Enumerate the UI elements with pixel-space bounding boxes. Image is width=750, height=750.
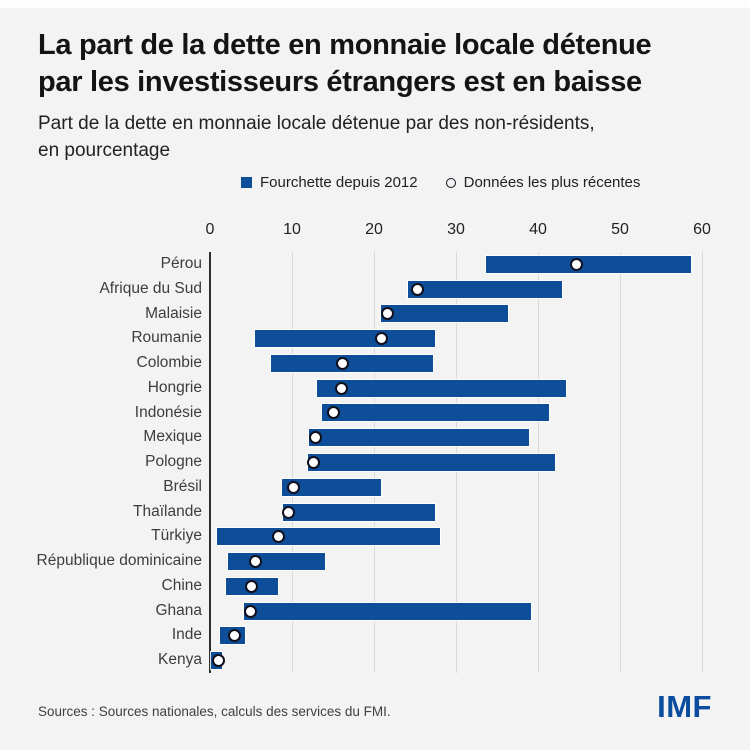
range-bar (227, 552, 326, 572)
title-line-1: La part de la dette en monnaie locale dé… (38, 29, 652, 61)
country-label: Afrique du Sud (99, 279, 202, 297)
range-bar (242, 601, 532, 621)
recent-value-marker (243, 604, 257, 618)
recent-value-marker (228, 629, 242, 643)
recent-value-marker (380, 307, 394, 321)
legend-item-recent: Données les plus récentes (445, 174, 641, 191)
top-strip (0, 0, 750, 8)
country-label: Pologne (145, 453, 202, 471)
range-bar (315, 378, 567, 398)
country-label: Kenya (158, 651, 202, 669)
legend-item-range: Fourchette depuis 2012 (241, 174, 418, 191)
x-axis: 0 10 20 30 40 50 60 (0, 221, 750, 241)
recent-value-marker (327, 406, 341, 420)
x-tick-label: 30 (447, 221, 465, 238)
x-tick-label: 0 (205, 221, 215, 238)
legend-range-label: Fourchette depuis 2012 (260, 174, 418, 191)
subtitle-line-1: Part de la dette en monnaie locale déten… (38, 113, 595, 134)
country-label: Hongrie (147, 378, 202, 396)
country-label: Mexique (143, 428, 202, 446)
recent-value-marker (282, 505, 296, 519)
range-bar (306, 453, 557, 472)
gridline (292, 252, 293, 673)
country-label: Thaïlande (133, 502, 202, 520)
recent-value-marker (272, 530, 286, 544)
country-label: Pérou (160, 255, 202, 272)
subtitle-line-2: en pourcentage (38, 140, 171, 161)
recent-value-marker (306, 456, 320, 469)
chart-subtitle: Part de la dette en monnaie locale déten… (38, 110, 595, 164)
country-label: Inde (171, 626, 202, 644)
range-bar (380, 304, 510, 324)
chart-legend: Fourchette depuis 2012 Données les plus … (241, 174, 640, 191)
recent-value-marker (287, 480, 301, 494)
country-label: Colombie (136, 354, 202, 372)
range-bar (485, 254, 692, 274)
recent-value-marker (309, 431, 323, 445)
page-title: La part de la dette en monnaie locale dé… (38, 27, 652, 101)
imf-logo: IMF (657, 689, 712, 724)
range-bar (281, 477, 383, 497)
country-label: Türkiye (151, 527, 202, 545)
gridline (702, 252, 703, 673)
country-label: Brésil (163, 477, 202, 495)
recent-value-marker (249, 555, 263, 569)
recent-value-marker (374, 332, 388, 346)
recent-value-marker (410, 282, 424, 296)
range-swatch-icon (241, 177, 252, 188)
range-bar (269, 353, 435, 373)
x-tick-label: 40 (529, 221, 547, 238)
title-line-2: par les investisseurs étrangers est en b… (38, 66, 642, 98)
y-axis-labels: Pérou Afrique du Sud Malaisie Roumanie Colom… (0, 252, 202, 673)
recent-value-marker (570, 257, 584, 271)
x-tick-label: 50 (611, 221, 629, 238)
range-bar (321, 403, 551, 423)
recent-value-marker (245, 579, 259, 593)
x-tick-label: 10 (283, 221, 301, 238)
range-bar (216, 527, 441, 547)
recent-value-marker (334, 381, 348, 395)
gridline (620, 252, 621, 673)
plot-area (209, 252, 703, 673)
recent-value-marker (211, 654, 225, 668)
range-bar (281, 502, 436, 522)
range-bar (254, 329, 437, 349)
y-axis-line (209, 252, 211, 673)
country-label: Roumanie (131, 329, 202, 347)
x-tick-label: 20 (365, 221, 383, 238)
sources-note: Sources : Sources nationales, calculs de… (38, 704, 391, 719)
range-bar (407, 279, 563, 299)
country-label: République dominicaine (36, 552, 202, 570)
country-label: Ghana (155, 601, 202, 619)
country-label: Indonésie (134, 403, 202, 421)
open-circle-icon (445, 177, 456, 188)
range-bar (308, 428, 530, 448)
country-label: Chine (161, 576, 203, 594)
x-tick-label: 60 (693, 221, 711, 238)
legend-recent-label: Données les plus récentes (463, 174, 641, 191)
recent-value-marker (336, 356, 350, 370)
country-label: Malaisie (145, 304, 202, 322)
